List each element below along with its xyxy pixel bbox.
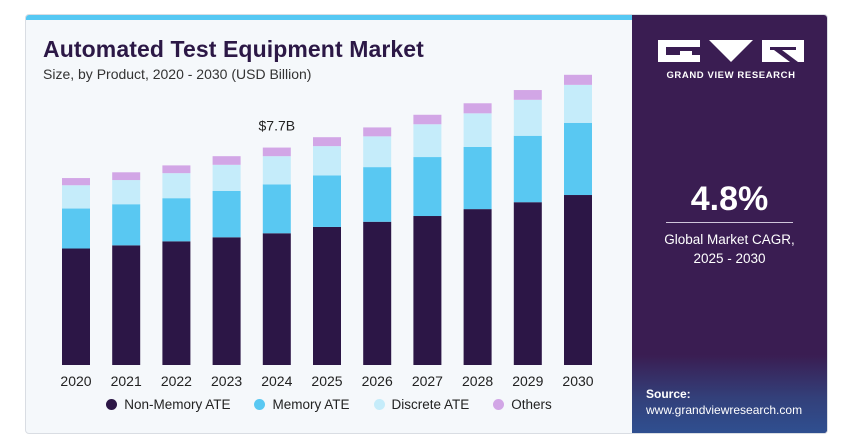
chart-subtitle: Size, by Product, 2020 - 2030 (USD Billi… (43, 66, 312, 82)
bar-2028-non-memory-ate (463, 209, 492, 365)
bar-2025-others (313, 137, 341, 147)
bar-2026-discrete-ate (363, 136, 392, 168)
bar-2024-memory-ate (262, 184, 291, 234)
bar-2023-memory-ate (212, 190, 241, 238)
bar-2020-discrete-ate (62, 185, 90, 209)
bar-2023-non-memory-ate (212, 237, 241, 365)
legend-swatch (373, 399, 385, 410)
sidebar-panel: GRAND VIEW RESEARCH 4.8% Global Market C… (632, 15, 827, 433)
bar-2021-others (112, 172, 141, 181)
bar-2025-discrete-ate (313, 146, 341, 176)
stacked-bar-chart: 2020 2021 2022 2023 2024 $7.7B 2025 2026 2027 202… (60, 74, 594, 389)
bar-2020-others (62, 178, 90, 186)
bar-2021-memory-ate (112, 204, 141, 246)
x-tick-label: 2022 (161, 373, 192, 389)
legend-label: Others (511, 397, 552, 412)
legend-swatch (493, 399, 505, 410)
bar-2028-others (463, 103, 492, 114)
bar-2020-memory-ate (62, 208, 90, 249)
bar-2021-non-memory-ate (112, 245, 141, 365)
bar-2022-others (162, 165, 191, 174)
x-tick-label: 2025 (311, 373, 342, 389)
legend-swatch (106, 399, 118, 410)
cagr-label: Global Market CAGR, 2025 - 2030 (632, 230, 827, 268)
bar-2023-discrete-ate (212, 164, 241, 191)
chart-legend: Non-Memory ATE Memory ATE Discrete ATE Othe… (26, 397, 632, 412)
x-tick-label: 2020 (60, 373, 91, 389)
brand-logo (656, 38, 806, 69)
x-tick-label: 2021 (111, 373, 142, 389)
bar-2022-non-memory-ate (162, 241, 191, 365)
cagr-value: 4.8% (690, 180, 769, 218)
cagr-label-line1: Global Market CAGR, (664, 232, 795, 247)
bar-2026-others (363, 127, 392, 137)
bar-2024-others (262, 147, 291, 157)
cagr-label-line2: 2025 - 2030 (693, 251, 766, 266)
x-tick-label: 2023 (211, 373, 242, 389)
bar-2022-memory-ate (162, 198, 191, 242)
bar-2027-non-memory-ate (413, 216, 442, 365)
legend-item: Non-Memory ATE (106, 397, 230, 412)
x-tick-label: 2030 (562, 373, 593, 389)
bar-2030-memory-ate (564, 122, 592, 196)
bar-2028-memory-ate (463, 146, 492, 210)
x-tick-label: 2028 (462, 373, 493, 389)
bar-2021-discrete-ate (112, 180, 141, 205)
legend-item: Others (493, 397, 552, 412)
data-label-annotation: $7.7B (259, 118, 296, 134)
bar-2027-others (413, 114, 442, 125)
bar-2028-discrete-ate (463, 113, 492, 147)
brand-name: GRAND VIEW RESEARCH (666, 70, 796, 81)
bar-2020-non-memory-ate (62, 248, 90, 365)
bar-2029-others (513, 90, 542, 100)
bar-2026-non-memory-ate (363, 221, 392, 365)
bar-2030-discrete-ate (564, 84, 592, 123)
bar-2029-non-memory-ate (513, 202, 542, 365)
legend-label: Non-Memory ATE (124, 397, 231, 412)
bar-2025-non-memory-ate (313, 226, 341, 365)
bar-2030-others (564, 74, 592, 85)
x-tick-label: 2027 (412, 373, 443, 389)
bar-2027-memory-ate (413, 157, 442, 217)
x-tick-label: 2026 (362, 373, 393, 389)
source-url[interactable]: www.grandviewresearch.com (646, 403, 803, 417)
legend-item: Memory ATE (254, 397, 350, 412)
bar-2029-memory-ate (513, 135, 542, 203)
divider (666, 222, 793, 223)
source-box: Source: www.grandviewresearch.com (632, 355, 827, 433)
bar-2027-discrete-ate (413, 124, 442, 158)
bar-2024-non-memory-ate (262, 233, 291, 365)
bar-2029-discrete-ate (513, 99, 542, 136)
bar-2030-non-memory-ate (564, 195, 592, 365)
source-label: Source: (646, 387, 691, 401)
bar-2026-memory-ate (363, 167, 392, 222)
chart-card: Automated Test Equipment Market Size, by… (25, 14, 828, 434)
bar-2023-others (212, 156, 241, 165)
bar-2025-memory-ate (313, 175, 341, 227)
bar-2022-discrete-ate (162, 173, 191, 199)
legend-item: Discrete ATE (373, 397, 470, 412)
legend-label: Discrete ATE (391, 397, 470, 412)
accent-bar (26, 15, 632, 20)
x-tick-label: 2029 (512, 373, 543, 389)
bar-2024-discrete-ate (262, 156, 291, 185)
legend-label: Memory ATE (272, 397, 350, 412)
x-tick-label: 2024 (261, 373, 292, 389)
legend-swatch (254, 399, 266, 410)
chart-title: Automated Test Equipment Market (43, 36, 424, 62)
